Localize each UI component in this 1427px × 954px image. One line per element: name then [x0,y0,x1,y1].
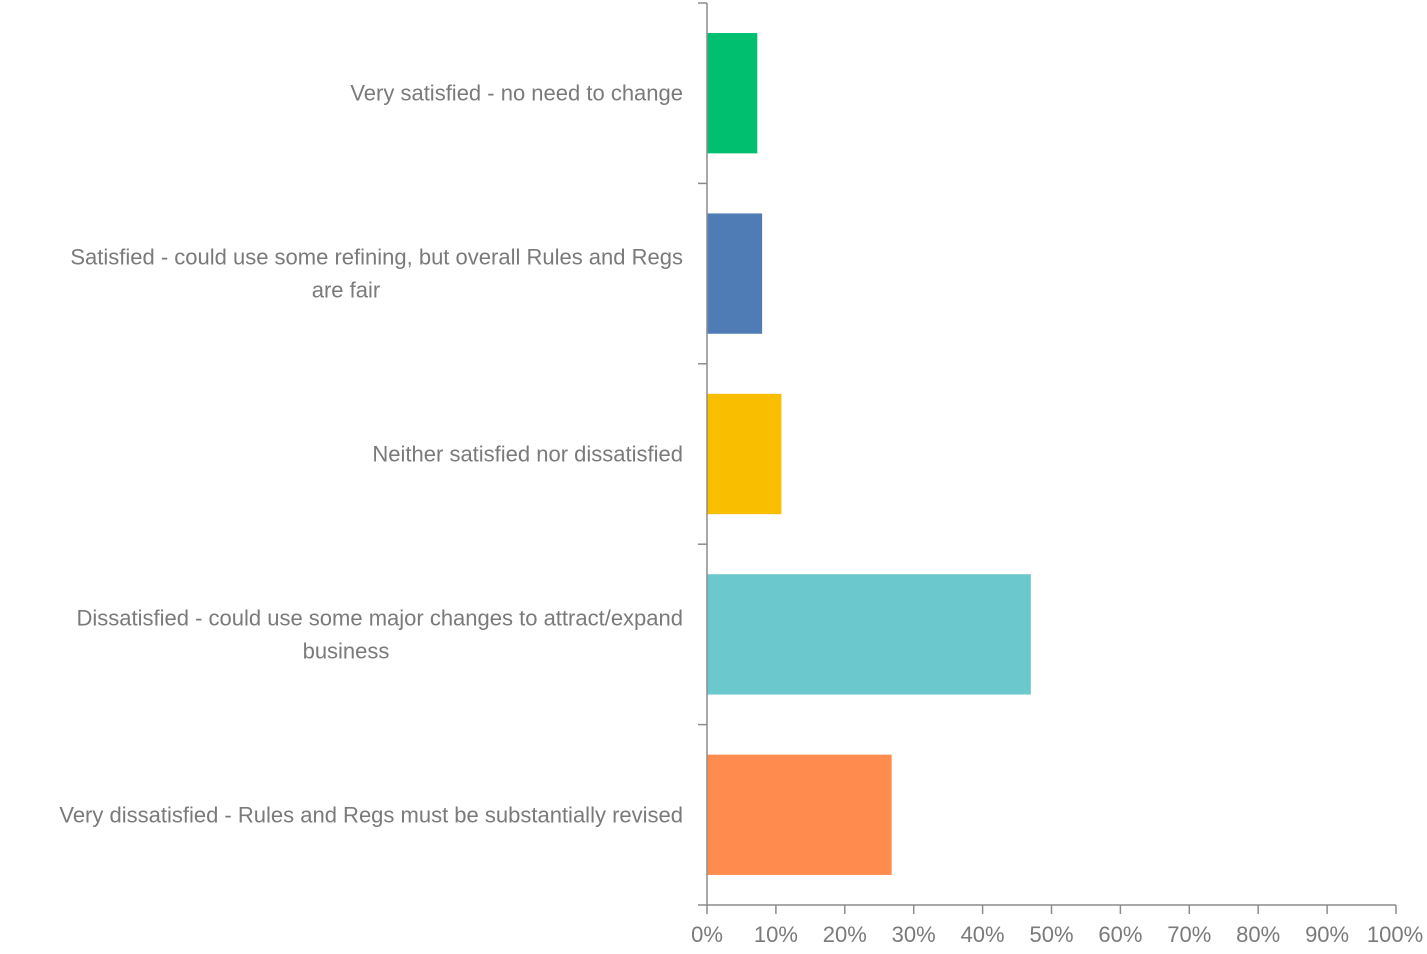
x-tick-label-0: 0% [691,922,723,947]
x-tick-label-8: 80% [1236,922,1280,947]
category-label-2-line-1: Satisfied - could use some refining, but… [70,245,683,270]
bar-1 [707,33,758,154]
category-label-3-line-1: Neither satisfied nor dissatisfied [372,442,683,467]
x-tick-label-1: 10% [754,922,798,947]
bar-5 [707,754,892,875]
x-tick-label-10: 100% [1367,922,1423,947]
category-label-1-line-1: Very satisfied - no need to change [350,81,683,106]
x-tick-label-5: 50% [1029,922,1073,947]
category-label-4-line-1: Dissatisfied - could use some major chan… [76,605,683,630]
x-tick-label-2: 20% [823,922,867,947]
bars-group [707,33,1031,875]
category-label-4-line-2: business [303,638,390,663]
x-axis-ticks [706,905,1397,914]
category-labels: Very satisfied - no need to change Satisf… [59,81,683,828]
category-label-2-line-2: are fair [312,278,380,303]
x-axis-tick-labels: 0% 10% 20% 30% 40% 50% 60% 70% 80% 90% 100% [691,922,1423,947]
y-axis-ticks [698,2,707,906]
category-label-5-line-1: Very dissatisfied - Rules and Regs must … [59,802,683,827]
x-tick-label-6: 60% [1098,922,1142,947]
x-tick-label-9: 90% [1305,922,1349,947]
x-tick-label-7: 70% [1167,922,1211,947]
bar-4 [707,574,1031,695]
bar-3 [707,393,782,515]
bar-2 [707,213,763,334]
x-tick-label-4: 40% [961,922,1005,947]
x-tick-label-3: 30% [892,922,936,947]
